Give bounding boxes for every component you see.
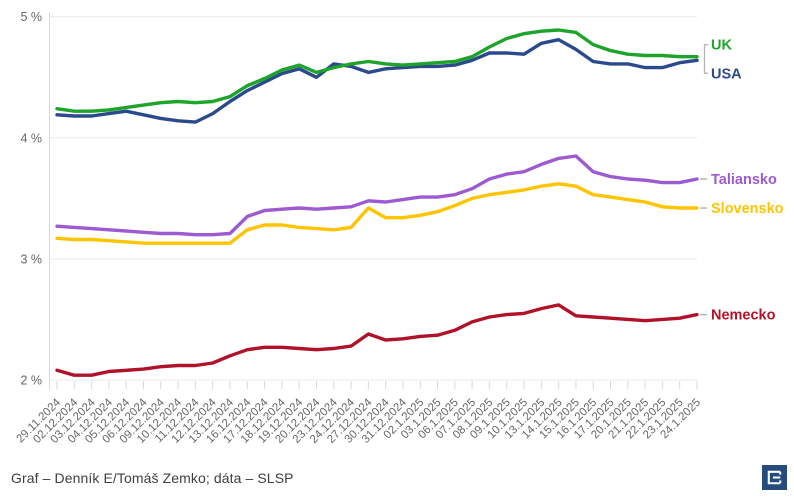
chart-footer: Graf – Denník E/Tomáš Zemko; dáta – SLSP [0,458,794,497]
svg-text:3 %: 3 % [20,252,42,266]
svg-text:5 %: 5 % [20,10,42,24]
chart-caption: Graf – Denník E/Tomáš Zemko; dáta – SLSP [11,469,294,486]
svg-text:2 %: 2 % [20,374,42,388]
svg-text:Taliansko: Taliansko [711,172,777,188]
dennik-e-logo [762,465,787,490]
line-chart: 5 %4 %3 %2 %29.11.202402.12.202403.12.20… [15,10,784,446]
svg-text:USA: USA [711,66,742,82]
svg-text:Nemecko: Nemecko [711,308,776,324]
svg-text:Slovensko: Slovensko [711,201,784,217]
svg-text:4 %: 4 % [20,131,42,145]
svg-text:UK: UK [711,38,732,54]
